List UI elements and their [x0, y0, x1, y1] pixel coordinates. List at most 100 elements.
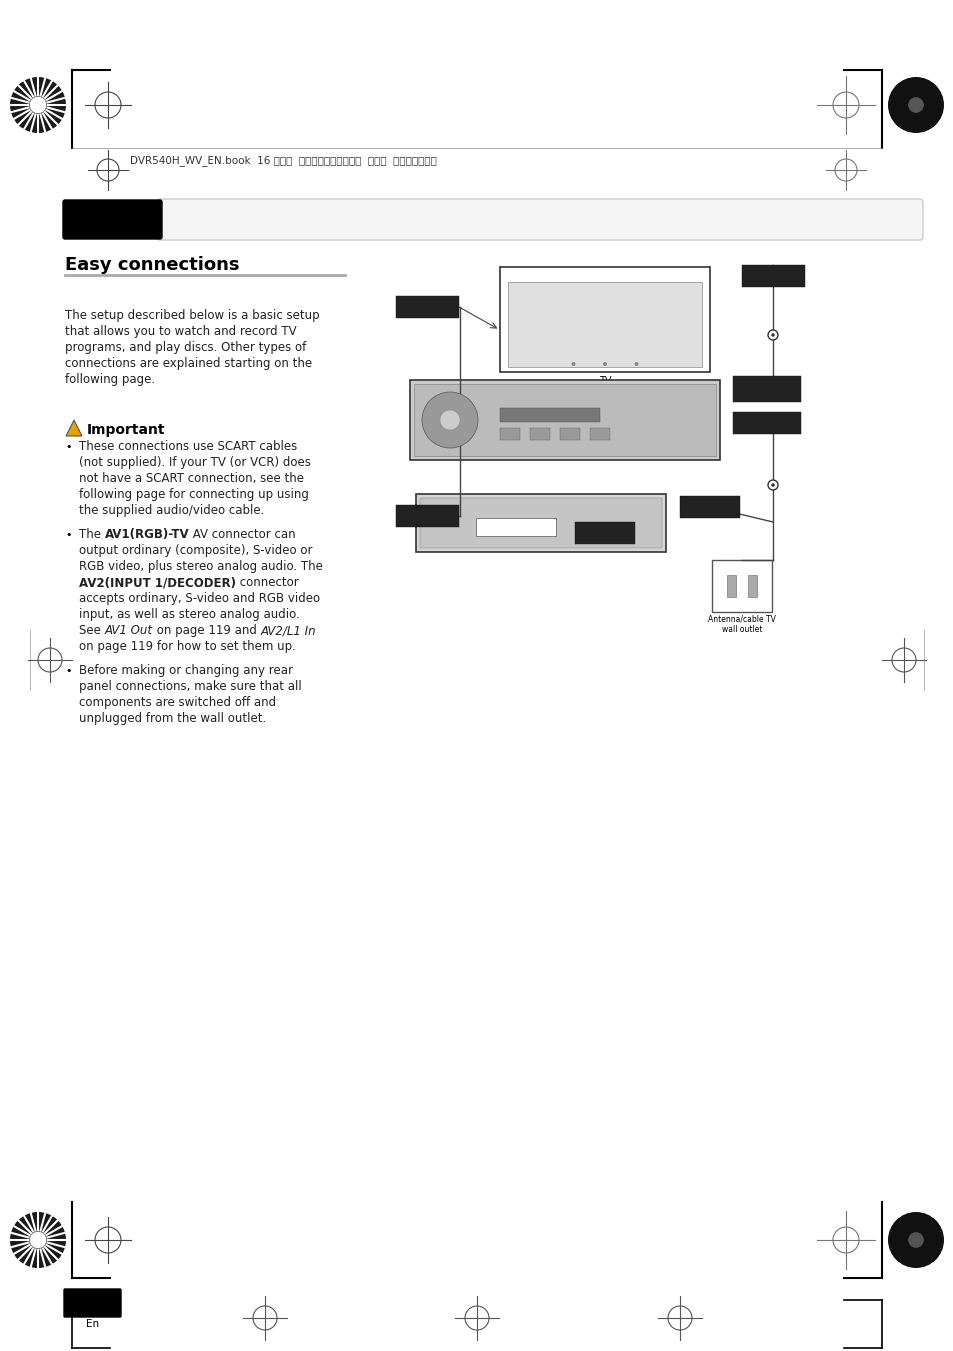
- Text: CONNECTOR: CONNECTOR: [402, 308, 452, 313]
- Bar: [395, 296, 458, 317]
- Text: 16: 16: [82, 1294, 103, 1309]
- Text: CONNECTOR: CONNECTOR: [402, 516, 452, 523]
- Text: unplugged from the wall outlet.: unplugged from the wall outlet.: [79, 712, 266, 725]
- Bar: [419, 499, 661, 549]
- Text: ANTENNA: ANTENNA: [747, 382, 785, 388]
- Text: See: See: [79, 624, 105, 638]
- Text: input, as well as stereo analog audio.: input, as well as stereo analog audio.: [79, 608, 299, 621]
- FancyBboxPatch shape: [63, 200, 162, 239]
- Text: ANTENNA: ANTENNA: [754, 269, 792, 276]
- Text: AV2(INPUT 1/DECODER): AV2(INPUT 1/DECODER): [79, 576, 235, 589]
- FancyBboxPatch shape: [157, 199, 923, 240]
- Text: DVR540H_WV_EN.book  16 ページ  ２００６年２月１６日  木曜日  午後４時３４分: DVR540H_WV_EN.book 16 ページ ２００６年２月１６日 木曜日…: [130, 155, 436, 166]
- Circle shape: [30, 97, 47, 113]
- Text: Connecting up: Connecting up: [185, 212, 343, 231]
- Text: VCR: VCR: [431, 536, 451, 546]
- Text: AV1 Out: AV1 Out: [105, 624, 152, 638]
- Text: •: •: [65, 442, 71, 453]
- Bar: [711, 561, 771, 612]
- Text: Antenna/cable TV: Antenna/cable TV: [707, 615, 775, 624]
- Text: following page for connecting up using: following page for connecting up using: [79, 488, 309, 501]
- Circle shape: [10, 77, 66, 132]
- Text: that allows you to watch and record TV: that allows you to watch and record TV: [65, 326, 296, 338]
- Text: IN (RF IN): IN (RF IN): [747, 390, 785, 396]
- Text: AV2/L1 In: AV2/L1 In: [260, 624, 315, 638]
- Text: SCART AV: SCART AV: [408, 300, 446, 307]
- Bar: [395, 505, 458, 527]
- Text: not have a SCART connection, see the: not have a SCART connection, see the: [79, 471, 304, 485]
- Text: on page 119 and: on page 119 and: [152, 624, 260, 638]
- Text: AV connector can: AV connector can: [190, 528, 295, 540]
- Text: 02: 02: [97, 211, 127, 231]
- Text: !: !: [71, 426, 76, 435]
- Bar: [507, 282, 701, 367]
- Text: Before making or changing any rear: Before making or changing any rear: [79, 663, 293, 677]
- Text: following page.: following page.: [65, 373, 155, 386]
- Bar: [414, 384, 716, 457]
- Circle shape: [30, 1232, 47, 1248]
- Circle shape: [10, 1212, 66, 1269]
- Text: •: •: [65, 530, 71, 540]
- Circle shape: [439, 409, 459, 430]
- Text: OUT: OUT: [701, 508, 718, 513]
- Bar: [499, 408, 599, 422]
- Text: programs, and play discs. Other types of: programs, and play discs. Other types of: [65, 340, 306, 354]
- Text: OUT: OUT: [758, 424, 775, 430]
- Text: RGB video, plus stereo analog audio. The: RGB video, plus stereo analog audio. The: [79, 561, 322, 573]
- Bar: [589, 428, 609, 440]
- Text: The setup described below is a basic setup: The setup described below is a basic set…: [65, 309, 319, 322]
- Text: The: The: [79, 528, 105, 540]
- Circle shape: [571, 362, 575, 366]
- Text: IN: IN: [768, 277, 777, 282]
- Bar: [747, 576, 757, 597]
- Text: wall outlet: wall outlet: [721, 626, 761, 634]
- Bar: [726, 576, 735, 597]
- Bar: [575, 521, 635, 544]
- Circle shape: [421, 392, 477, 449]
- Bar: [530, 428, 550, 440]
- Text: the supplied audio/video cable.: the supplied audio/video cable.: [79, 504, 264, 517]
- Circle shape: [907, 1232, 923, 1248]
- Polygon shape: [66, 420, 82, 436]
- Circle shape: [634, 362, 638, 366]
- Circle shape: [767, 480, 778, 490]
- Bar: [732, 412, 801, 434]
- Bar: [499, 428, 519, 440]
- Bar: [410, 380, 720, 459]
- Circle shape: [907, 97, 923, 113]
- Circle shape: [602, 362, 606, 366]
- Circle shape: [887, 77, 943, 132]
- Text: output ordinary (composite), S-video or: output ordinary (composite), S-video or: [79, 544, 313, 557]
- Circle shape: [770, 484, 774, 486]
- Text: ANTENNA: ANTENNA: [585, 527, 623, 532]
- Text: AV1(RGB)-TV: AV1(RGB)-TV: [105, 528, 190, 540]
- Text: connections are explained starting on the: connections are explained starting on th…: [65, 357, 312, 370]
- Text: IN: IN: [600, 534, 609, 539]
- Circle shape: [770, 334, 774, 336]
- Bar: [741, 265, 804, 286]
- Text: components are switched off and: components are switched off and: [79, 696, 275, 709]
- Text: (not supplied). If your TV (or VCR) does: (not supplied). If your TV (or VCR) does: [79, 457, 311, 469]
- FancyBboxPatch shape: [64, 1289, 121, 1317]
- Bar: [476, 517, 556, 536]
- Text: ANTENNA: ANTENNA: [747, 416, 785, 423]
- Bar: [416, 494, 665, 553]
- Text: •: •: [65, 666, 71, 676]
- Text: TV: TV: [598, 376, 611, 386]
- Text: panel connections, make sure that all: panel connections, make sure that all: [79, 680, 301, 693]
- Text: on page 119 for how to set them up.: on page 119 for how to set them up.: [79, 640, 295, 653]
- Text: Easy connections: Easy connections: [65, 255, 239, 274]
- Text: Important: Important: [87, 423, 165, 436]
- Text: SCART AV: SCART AV: [408, 509, 446, 515]
- Bar: [679, 496, 740, 517]
- Bar: [559, 428, 579, 440]
- Text: ANTENNA: ANTENNA: [690, 500, 728, 507]
- Circle shape: [767, 330, 778, 340]
- Bar: [499, 267, 709, 372]
- Bar: [732, 376, 801, 403]
- Circle shape: [887, 1212, 943, 1269]
- Text: En: En: [86, 1319, 99, 1329]
- Text: These connections use SCART cables: These connections use SCART cables: [79, 440, 297, 453]
- Text: accepts ordinary, S-video and RGB video: accepts ordinary, S-video and RGB video: [79, 592, 320, 605]
- Text: connector: connector: [235, 576, 298, 589]
